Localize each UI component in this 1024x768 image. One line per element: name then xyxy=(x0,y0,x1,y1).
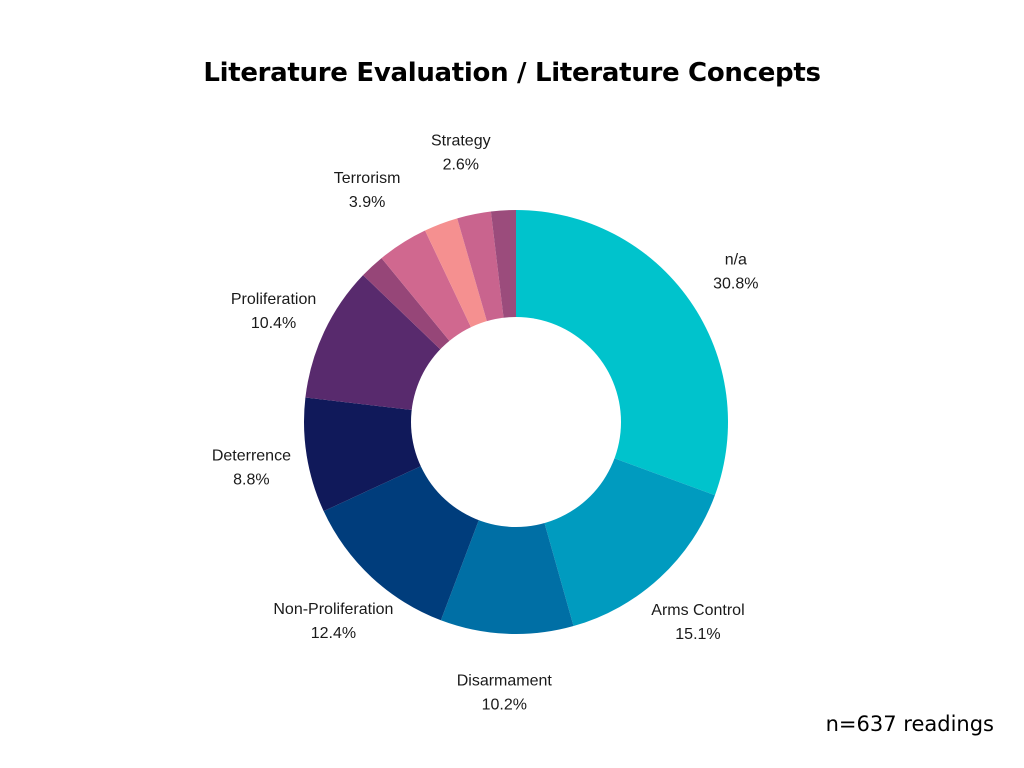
slice-value-n-a: 30.8% xyxy=(713,276,758,293)
slice-value-strategy: 2.6% xyxy=(443,157,479,174)
slice-label-strategy: Strategy xyxy=(431,133,491,150)
slice-label-proliferation: Proliferation xyxy=(231,291,316,308)
slice-value-arms-control: 15.1% xyxy=(675,626,720,643)
slice-value-deterrence: 8.8% xyxy=(233,472,269,489)
slice-value-terrorism: 3.9% xyxy=(349,194,385,211)
slice-value-disarmament: 10.2% xyxy=(482,697,527,714)
slice-label-disarmament: Disarmament xyxy=(457,673,553,690)
donut-hole xyxy=(411,317,621,527)
sample-size-note: n=637 readings xyxy=(825,712,994,736)
slice-labels: n/a 30.8% Arms Control 15.1% Disarmament 10.2… xyxy=(212,133,759,714)
slice-value-proliferation: 10.4% xyxy=(251,315,296,332)
donut-slice-disarmament xyxy=(440,422,574,634)
slice-label-arms-control: Arms Control xyxy=(651,602,744,619)
slice-label-deterrence: Deterrence xyxy=(212,448,291,465)
chart-title: Literature Evaluation / Literature Conce… xyxy=(203,58,821,88)
slice-label-n-a: n/a xyxy=(725,252,747,269)
slice-value-non-proliferation: 12.4% xyxy=(311,625,356,642)
slice-label-non-proliferation: Non-Proliferation xyxy=(273,601,393,618)
slice-label-terrorism: Terrorism xyxy=(334,170,401,187)
